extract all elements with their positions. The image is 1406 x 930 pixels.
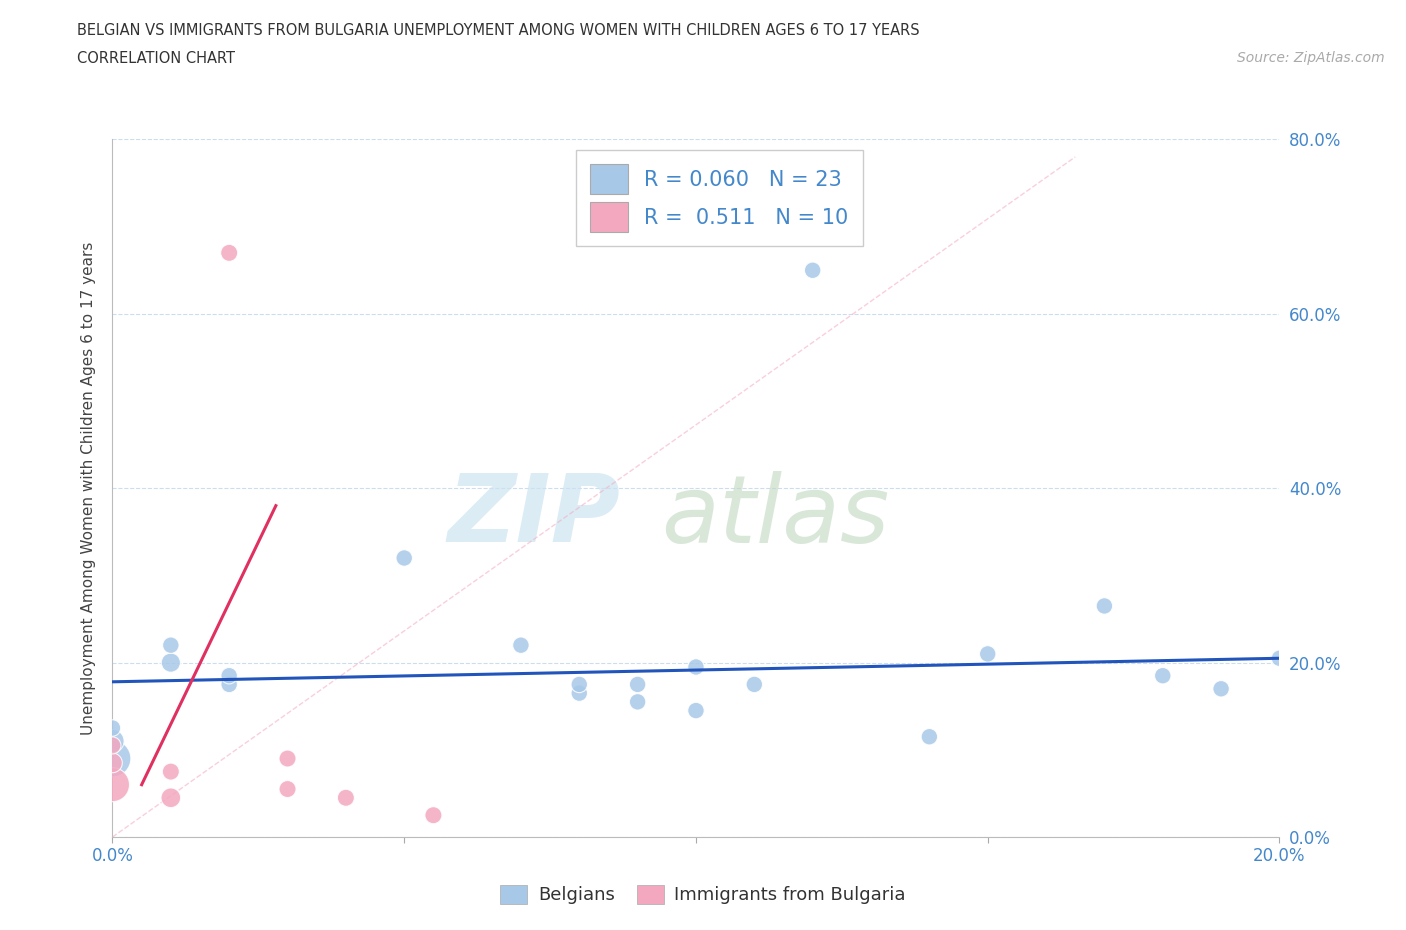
- Point: [801, 263, 824, 278]
- Point: [276, 751, 298, 766]
- Point: [976, 646, 998, 661]
- Point: [101, 755, 124, 770]
- Point: [392, 551, 416, 565]
- Point: [160, 638, 183, 653]
- Point: [1209, 682, 1232, 697]
- Point: [685, 659, 707, 674]
- Point: [1092, 599, 1115, 614]
- Point: [742, 677, 765, 692]
- Point: [276, 781, 298, 796]
- Text: Source: ZipAtlas.com: Source: ZipAtlas.com: [1237, 51, 1385, 65]
- Point: [1268, 651, 1291, 666]
- Point: [160, 764, 183, 779]
- Point: [568, 685, 591, 700]
- Point: [685, 703, 707, 718]
- Point: [626, 695, 648, 710]
- Point: [101, 777, 124, 792]
- Text: BELGIAN VS IMMIGRANTS FROM BULGARIA UNEMPLOYMENT AMONG WOMEN WITH CHILDREN AGES : BELGIAN VS IMMIGRANTS FROM BULGARIA UNEM…: [77, 23, 920, 38]
- Point: [626, 677, 648, 692]
- Legend: Belgians, Immigrants from Bulgaria: Belgians, Immigrants from Bulgaria: [494, 878, 912, 911]
- Point: [101, 721, 124, 736]
- Point: [101, 734, 124, 749]
- Point: [218, 677, 240, 692]
- Point: [160, 790, 183, 805]
- Point: [160, 655, 183, 670]
- Point: [1152, 669, 1174, 684]
- Y-axis label: Unemployment Among Women with Children Ages 6 to 17 years: Unemployment Among Women with Children A…: [80, 242, 96, 735]
- Point: [101, 751, 124, 766]
- Legend: R = 0.060   N = 23, R =  0.511   N = 10: R = 0.060 N = 23, R = 0.511 N = 10: [575, 150, 863, 246]
- Text: ZIP: ZIP: [447, 471, 620, 562]
- Point: [218, 246, 240, 260]
- Text: CORRELATION CHART: CORRELATION CHART: [77, 51, 235, 66]
- Point: [918, 729, 941, 744]
- Point: [101, 738, 124, 753]
- Point: [568, 677, 591, 692]
- Point: [509, 638, 531, 653]
- Text: atlas: atlas: [661, 471, 889, 562]
- Point: [422, 808, 444, 823]
- Point: [218, 669, 240, 684]
- Point: [335, 790, 357, 805]
